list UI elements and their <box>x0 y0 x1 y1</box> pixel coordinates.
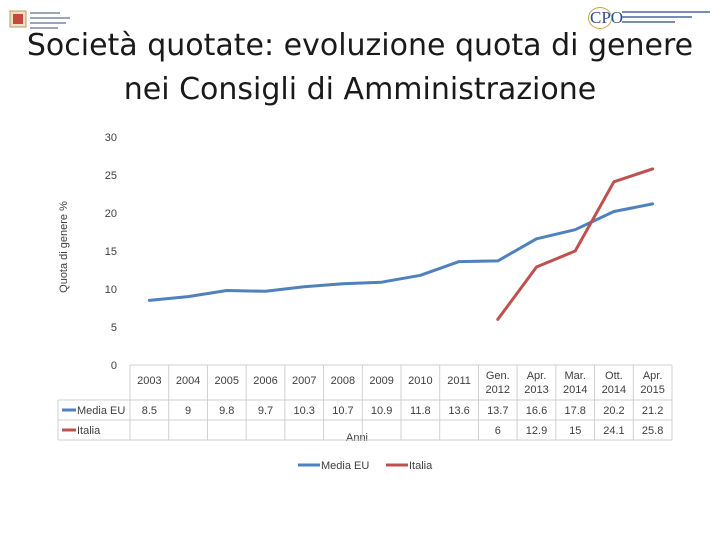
series-line-media-eu <box>147 202 655 302</box>
table-row-label: Media EU <box>77 405 125 417</box>
data-label: 11.8 <box>410 405 431 417</box>
data-label: 9.8 <box>219 405 234 417</box>
y-tick-label: 0 <box>111 360 117 372</box>
data-label: 21.2 <box>642 405 663 417</box>
legend-entry: Media EU <box>321 460 369 472</box>
data-label: 12.9 <box>526 425 547 437</box>
x-axis-title: Anni <box>346 432 368 444</box>
x-tick-label: 2008 <box>331 375 355 387</box>
table-row-label: Italia <box>77 425 101 437</box>
data-label: 17.8 <box>565 405 586 417</box>
data-label: 10.7 <box>332 405 353 417</box>
y-tick-label: 25 <box>105 170 117 182</box>
x-tick-label: 2010 <box>408 375 432 387</box>
y-tick-label: 30 <box>105 132 117 144</box>
x-tick-label: Apr. 2013 <box>524 370 548 396</box>
y-axis-title: Quota di genere % <box>58 201 70 293</box>
x-tick-label: 2011 <box>447 375 471 387</box>
x-tick-label: 2004 <box>176 375 200 387</box>
data-label: 24.1 <box>603 425 624 437</box>
x-tick-label: 2003 <box>137 375 161 387</box>
x-tick-label: Mar. 2014 <box>563 370 587 396</box>
data-label: 13.7 <box>487 405 508 417</box>
data-label: 10.3 <box>294 405 315 417</box>
page-title: Società quotate: evoluzione quota di gen… <box>26 28 694 107</box>
cpo-logo-icon: CPO <box>588 6 712 30</box>
x-tick-label: Apr. 2015 <box>640 370 664 396</box>
legend-entry: Italia <box>409 460 433 472</box>
series-line-italia <box>496 167 655 321</box>
x-tick-label: 2005 <box>215 375 239 387</box>
data-label: 13.6 <box>448 405 469 417</box>
data-label: 9.7 <box>258 405 273 417</box>
y-tick-label: 15 <box>105 246 117 258</box>
data-label: 15 <box>569 425 581 437</box>
x-tick-label: 2006 <box>253 375 277 387</box>
data-label: 8.5 <box>142 405 157 417</box>
data-label: 6 <box>495 425 501 437</box>
x-tick-label: Gen. 2012 <box>486 370 510 396</box>
data-label: 16.6 <box>526 405 547 417</box>
x-tick-label: Ott. 2014 <box>602 370 626 396</box>
data-label: 20.2 <box>603 405 624 417</box>
x-tick-label: 2009 <box>369 375 393 387</box>
data-label: 9 <box>185 405 191 417</box>
x-tick-label: 2007 <box>292 375 316 387</box>
data-label: 10.9 <box>371 405 392 417</box>
data-label: 25.8 <box>642 425 663 437</box>
institution-logo-icon <box>9 10 70 29</box>
y-tick-label: 20 <box>105 208 117 220</box>
y-tick-label: 10 <box>105 284 117 296</box>
y-tick-label: 5 <box>111 322 117 334</box>
